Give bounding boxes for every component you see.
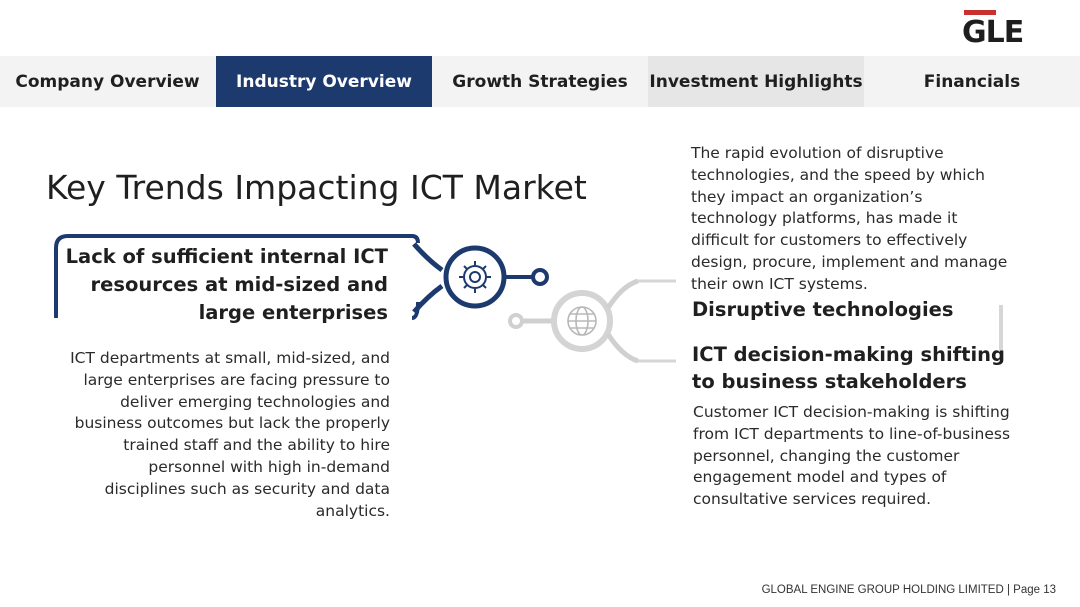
- gear-connector-top: [412, 242, 444, 273]
- logo-accent-bar: [964, 10, 996, 15]
- page-footer: GLOBAL ENGINE GROUP HOLDING LIMITED | Pa…: [761, 584, 1056, 596]
- tab-company-overview[interactable]: Company Overview: [15, 71, 200, 92]
- globe-connector-top: [605, 278, 639, 310]
- gear-connector-bottom: [412, 283, 444, 314]
- page-title: Key Trends Impacting ICT Market: [46, 168, 587, 207]
- top-navigation: Company Overview Industry Overview Growt…: [0, 56, 1080, 107]
- left-trend-heading: Lack of sufficient internal ICT resource…: [65, 245, 388, 324]
- left-trend-body: ICT departments at small, mid-sized, and…: [70, 349, 390, 520]
- tab-financials[interactable]: Financials: [923, 71, 1021, 92]
- gear-icon: [459, 261, 491, 293]
- decision-making-heading: ICT decision-making shifting to business…: [692, 343, 1006, 393]
- tab-growth-strategies[interactable]: Growth Strategies: [452, 71, 628, 92]
- globe-connector-bottom: [605, 332, 639, 364]
- gear-right-node: [531, 268, 549, 286]
- logo-text: GLE: [962, 15, 1024, 50]
- tab-investment-highlights[interactable]: Investment Highlights: [648, 56, 864, 107]
- globe-icon: [567, 306, 597, 336]
- gear-circle: [443, 245, 507, 309]
- disruptive-tech-heading: Disruptive technologies: [692, 298, 954, 321]
- tab-industry-overview[interactable]: Industry Overview: [216, 56, 432, 107]
- left-bracket: [54, 234, 420, 318]
- globe-left-node: [508, 313, 524, 329]
- decision-making-body: Customer ICT decision-making is shifting…: [693, 403, 1011, 509]
- company-logo: GLE: [962, 10, 1042, 50]
- disruptive-tech-body: The rapid evolution of disruptive techno…: [691, 144, 1008, 293]
